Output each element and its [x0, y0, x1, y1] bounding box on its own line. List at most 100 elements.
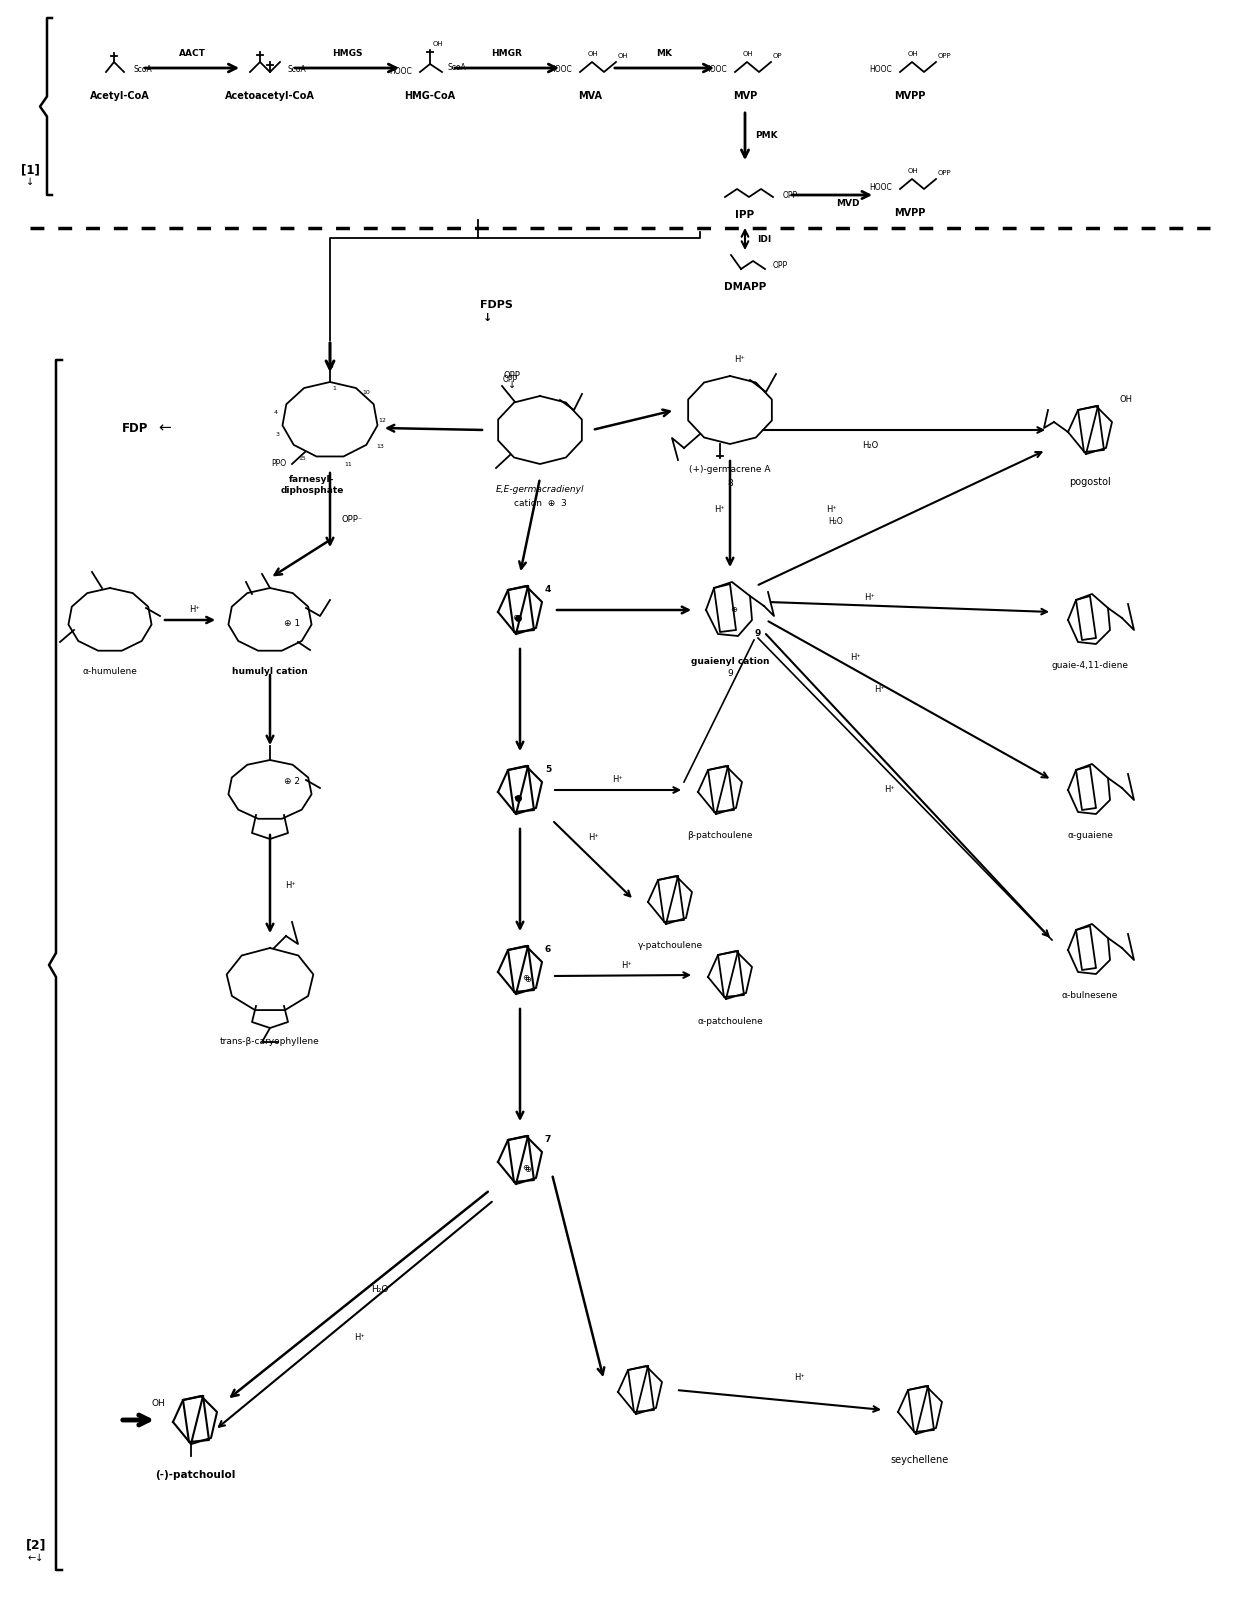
Text: 3: 3 [277, 432, 280, 437]
Text: IDI: IDI [756, 234, 771, 243]
Text: α-patchoulene: α-patchoulene [697, 1016, 763, 1026]
Text: E,E-germacradienyl: E,E-germacradienyl [496, 485, 584, 495]
Text: ScoA: ScoA [288, 65, 306, 73]
Text: cation  ⊕  3: cation ⊕ 3 [513, 498, 567, 508]
Text: ↓: ↓ [508, 380, 516, 390]
Text: farnesyl-
diphosphate: farnesyl- diphosphate [280, 476, 343, 495]
Text: ⊕: ⊕ [730, 605, 738, 615]
Text: H⁺: H⁺ [874, 685, 885, 695]
Text: HOOC: HOOC [869, 65, 892, 75]
Text: FDPS: FDPS [480, 300, 513, 310]
Text: H₂O: H₂O [828, 518, 843, 526]
Text: OPP: OPP [937, 170, 951, 175]
Text: α-guaiene: α-guaiene [1068, 831, 1114, 839]
Text: ScoA: ScoA [448, 63, 466, 73]
Text: AACT: AACT [179, 49, 206, 58]
Text: MVA: MVA [578, 91, 601, 101]
Text: OH: OH [618, 54, 629, 58]
Text: OP: OP [773, 54, 782, 58]
Text: guaie-4,11-diene: guaie-4,11-diene [1052, 661, 1128, 670]
Text: OH: OH [433, 41, 444, 47]
Text: ⊕ 1: ⊕ 1 [284, 620, 300, 628]
Text: H⁺: H⁺ [884, 786, 895, 795]
Text: IPP: IPP [735, 209, 755, 221]
Text: α-bulnesene: α-bulnesene [1061, 990, 1118, 1000]
Text: PMK: PMK [755, 131, 777, 141]
Text: OH: OH [743, 50, 754, 57]
Text: 4: 4 [544, 586, 552, 594]
Text: 9: 9 [727, 669, 733, 677]
Text: H⁺: H⁺ [864, 594, 875, 602]
Text: (+)-germacrene A: (+)-germacrene A [689, 466, 771, 474]
Text: OPP⁻: OPP⁻ [342, 516, 363, 524]
Text: 10: 10 [362, 390, 370, 394]
Text: OH: OH [908, 169, 919, 174]
Text: H⁺: H⁺ [285, 881, 296, 889]
Text: H⁺: H⁺ [190, 605, 201, 615]
Text: 12: 12 [378, 417, 386, 422]
Text: HOOC: HOOC [389, 68, 412, 76]
Text: MVP: MVP [733, 91, 758, 101]
Text: β-patchoulene: β-patchoulene [687, 831, 753, 841]
Text: OH: OH [151, 1399, 165, 1409]
Text: HOOC: HOOC [704, 65, 727, 75]
Text: OH: OH [588, 50, 599, 57]
Text: ←↓: ←↓ [27, 1553, 45, 1563]
Text: OPP: OPP [773, 261, 789, 269]
Text: OPP: OPP [782, 190, 799, 200]
Text: OH: OH [1120, 396, 1133, 404]
Text: humulyl cation: humulyl cation [232, 667, 308, 677]
Text: trans-β-caryophyllene: trans-β-caryophyllene [221, 1037, 320, 1047]
Text: PPO: PPO [270, 459, 286, 469]
Text: ⊕: ⊕ [512, 613, 520, 623]
Text: [1]: [1] [21, 164, 40, 177]
Text: FDP: FDP [122, 422, 148, 435]
Text: ⊕ 2: ⊕ 2 [284, 777, 300, 787]
Text: H⁺: H⁺ [355, 1334, 366, 1342]
Text: OPP: OPP [503, 370, 521, 380]
Text: [2]: [2] [26, 1539, 46, 1552]
Text: H⁺: H⁺ [613, 776, 624, 784]
Text: H⁺: H⁺ [714, 505, 725, 514]
Text: ⊕: ⊕ [522, 974, 529, 982]
Text: HOOC: HOOC [869, 182, 892, 192]
Text: H₂O: H₂O [371, 1285, 388, 1295]
Text: H₂O: H₂O [862, 440, 878, 450]
Text: H⁺: H⁺ [851, 654, 862, 662]
Text: 4: 4 [274, 409, 278, 414]
Text: γ-patchoulene: γ-patchoulene [637, 941, 703, 951]
Text: ↓: ↓ [26, 177, 33, 187]
Text: 6: 6 [544, 946, 551, 954]
Text: MVD: MVD [836, 198, 859, 208]
Text: H⁺: H⁺ [827, 505, 837, 514]
Text: ↓: ↓ [484, 313, 492, 323]
Text: HMGS: HMGS [332, 49, 362, 58]
Text: OPP: OPP [937, 54, 951, 58]
Text: H⁺: H⁺ [795, 1373, 806, 1383]
Text: ⊕: ⊕ [525, 975, 532, 985]
Text: MK: MK [656, 49, 672, 58]
Text: H⁺: H⁺ [621, 961, 632, 971]
Text: Acetyl-CoA: Acetyl-CoA [91, 91, 150, 101]
Text: •: • [513, 794, 520, 803]
Text: MVPP: MVPP [894, 208, 926, 217]
Text: 7: 7 [544, 1136, 552, 1144]
Text: 13: 13 [376, 443, 384, 448]
Text: ⊕: ⊕ [525, 1165, 532, 1175]
Text: Acetoacetyl-CoA: Acetoacetyl-CoA [226, 91, 315, 101]
Text: DMAPP: DMAPP [724, 282, 766, 292]
Text: 15: 15 [298, 456, 306, 461]
Text: ⊕: ⊕ [522, 1164, 529, 1172]
Text: seychellene: seychellene [890, 1454, 949, 1466]
Text: H⁺: H⁺ [589, 833, 599, 841]
Text: HOOC: HOOC [549, 65, 572, 75]
Text: H⁺: H⁺ [734, 355, 745, 365]
Text: ScoA: ScoA [134, 65, 153, 75]
Text: HMGR: HMGR [491, 49, 522, 58]
Text: pogostol: pogostol [1069, 477, 1111, 487]
Text: OPP: OPP [502, 375, 517, 385]
Text: OH: OH [908, 50, 919, 57]
Text: α-humulene: α-humulene [83, 667, 138, 677]
Text: guaienyl cation: guaienyl cation [691, 657, 769, 667]
Text: 5: 5 [544, 766, 551, 774]
